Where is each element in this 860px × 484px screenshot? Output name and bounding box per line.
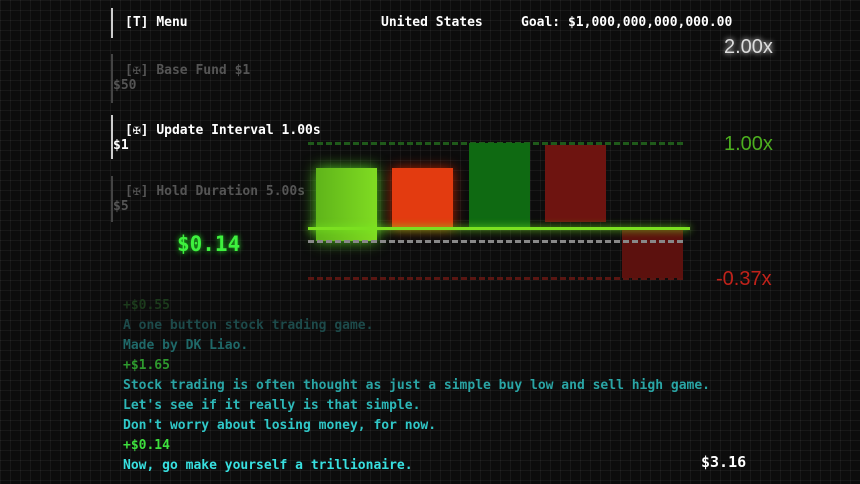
goal-label: Goal: $1,000,000,000,000.00 — [521, 15, 733, 30]
log-line: Don't worry about losing money, for now. — [123, 418, 437, 433]
candle — [316, 168, 377, 241]
log-line: +$0.14 — [123, 438, 170, 453]
lower-multiplier: -0.37x — [716, 268, 772, 290]
menu-label: Menu — [156, 15, 188, 30]
upper-multiplier: 1.00x — [724, 133, 773, 155]
balance: $3.16 — [701, 453, 747, 471]
upgrade-cost: $5 — [113, 199, 129, 214]
candle — [545, 145, 606, 222]
candle — [622, 228, 683, 278]
log-line: Let's see if it really is that simple. — [123, 398, 421, 413]
upgrade-cost: $50 — [113, 78, 137, 93]
menu-key-icon: [T] — [125, 15, 149, 30]
entry-price-line — [308, 240, 683, 243]
upgrade-hold-duration[interactable]: [✠] Hold Duration 5.00s $5 — [111, 176, 305, 222]
menu-button[interactable]: [T] Menu — [111, 8, 188, 38]
log-line: A one button stock trading game. — [123, 318, 374, 333]
upgrade-cost: $1 — [113, 138, 129, 153]
log-line: Now, go make yourself a trillionaire. — [123, 458, 413, 473]
upgrade-label: Base Fund $1 — [156, 63, 251, 78]
candle — [469, 143, 530, 228]
country-label: United States — [381, 15, 483, 30]
candle — [392, 168, 453, 229]
log-line: Stock trading is often thought as just a… — [123, 378, 710, 393]
current-price-line — [308, 227, 690, 230]
upgrade-icon: [✠] — [125, 184, 149, 199]
upgrade-base-fund[interactable]: [✠] Base Fund $1 $50 — [111, 54, 250, 103]
lower-threshold-line — [308, 277, 683, 280]
upgrade-update-interval[interactable]: [✠] Update Interval 1.00s $1 — [111, 115, 321, 159]
upgrade-label: Update Interval 1.00s — [156, 123, 321, 138]
upgrade-icon: [✠] — [125, 123, 149, 138]
log-line: +$1.65 — [123, 358, 170, 373]
upgrade-icon: [✠] — [125, 63, 149, 78]
top-multiplier: 2.00x — [724, 36, 773, 58]
log-line: Made by DK Liao. — [123, 338, 249, 353]
upgrade-label: Hold Duration 5.00s — [156, 184, 306, 199]
current-profit: $0.14 — [177, 232, 241, 256]
log-line: +$0.55 — [123, 298, 170, 313]
